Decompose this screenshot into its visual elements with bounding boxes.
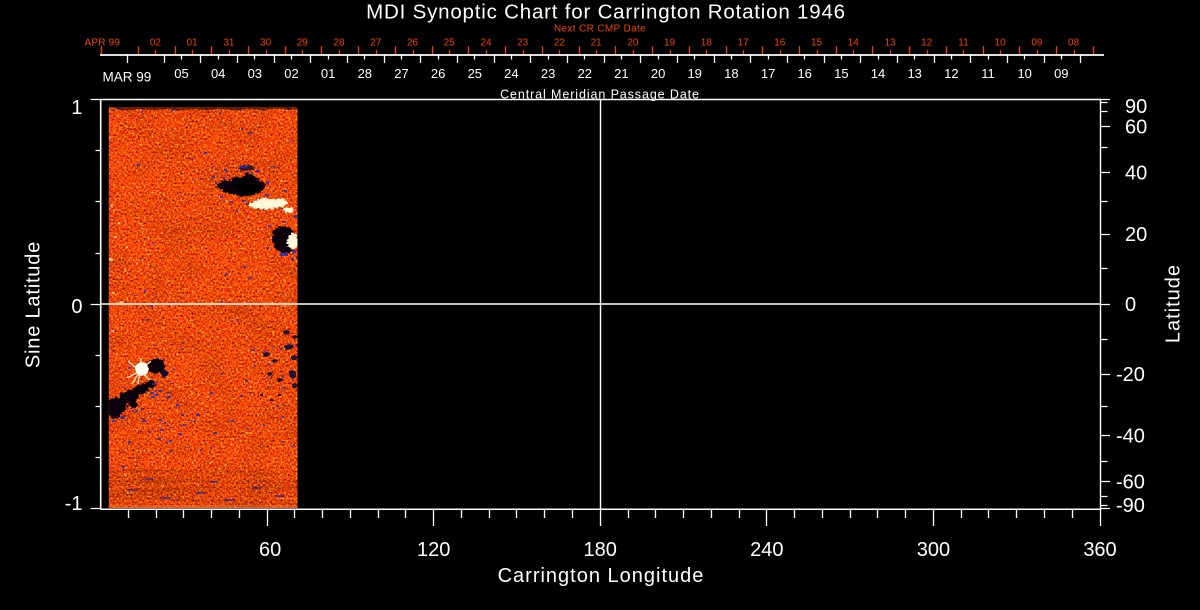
svg-text:26: 26 — [431, 66, 445, 81]
svg-text:09: 09 — [1031, 38, 1043, 49]
svg-text:10: 10 — [1017, 66, 1031, 81]
svg-text:24: 24 — [480, 38, 492, 49]
svg-text:12: 12 — [921, 38, 933, 49]
svg-text:21: 21 — [614, 66, 628, 81]
svg-text:25: 25 — [444, 38, 456, 49]
svg-text:22: 22 — [578, 66, 592, 81]
svg-text:120: 120 — [417, 539, 450, 561]
svg-text:28: 28 — [358, 66, 372, 81]
svg-text:60: 60 — [1125, 117, 1147, 139]
svg-text:27: 27 — [370, 38, 382, 49]
svg-text:04: 04 — [211, 66, 225, 81]
svg-text:10: 10 — [995, 38, 1007, 49]
svg-text:-20: -20 — [1116, 364, 1145, 386]
svg-text:23: 23 — [541, 66, 555, 81]
svg-text:60: 60 — [259, 539, 281, 561]
svg-text:Sine Latitude: Sine Latitude — [23, 241, 45, 368]
svg-text:27: 27 — [394, 66, 408, 81]
svg-text:21: 21 — [591, 38, 603, 49]
svg-text:15: 15 — [834, 66, 848, 81]
svg-text:13: 13 — [907, 66, 921, 81]
svg-text:-40: -40 — [1116, 426, 1145, 448]
svg-text:19: 19 — [687, 66, 701, 81]
svg-text:23: 23 — [517, 38, 529, 49]
svg-text:05: 05 — [174, 66, 188, 81]
svg-text:08: 08 — [1068, 38, 1080, 49]
svg-text:19: 19 — [664, 38, 676, 49]
svg-text:Carrington Longitude: Carrington Longitude — [498, 565, 705, 587]
svg-text:12: 12 — [944, 66, 958, 81]
svg-text:20: 20 — [627, 38, 639, 49]
svg-text:-90: -90 — [1116, 495, 1145, 517]
svg-text:360: 360 — [1083, 539, 1116, 561]
svg-text:24: 24 — [504, 66, 518, 81]
svg-text:11: 11 — [981, 66, 995, 81]
svg-text:0: 0 — [1125, 294, 1136, 316]
svg-text:0: 0 — [71, 296, 82, 318]
svg-text:31: 31 — [223, 38, 235, 49]
svg-text:17: 17 — [738, 38, 750, 49]
svg-text:14: 14 — [848, 38, 860, 49]
svg-text:14: 14 — [871, 66, 885, 81]
svg-text:Next CR CMP Date: Next CR CMP Date — [554, 24, 646, 35]
svg-text:02: 02 — [284, 66, 298, 81]
svg-text:28: 28 — [333, 38, 345, 49]
svg-text:17: 17 — [761, 66, 775, 81]
svg-text:20: 20 — [1125, 224, 1147, 246]
svg-text:20: 20 — [651, 66, 665, 81]
svg-text:22: 22 — [554, 38, 566, 49]
svg-text:01: 01 — [187, 38, 199, 49]
svg-text:15: 15 — [811, 38, 823, 49]
svg-text:01: 01 — [321, 66, 335, 81]
svg-text:11: 11 — [958, 38, 969, 49]
svg-text:180: 180 — [584, 539, 617, 561]
svg-text:Central Meridian Passage Date: Central Meridian Passage Date — [500, 88, 700, 102]
svg-text:18: 18 — [724, 66, 738, 81]
svg-text:Latitude: Latitude — [1163, 264, 1185, 343]
svg-text:30: 30 — [260, 38, 272, 49]
svg-text:26: 26 — [407, 38, 419, 49]
svg-text:240: 240 — [750, 539, 783, 561]
svg-text:MDI Synoptic Chart for Carring: MDI Synoptic Chart for Carrington Rotati… — [366, 1, 846, 24]
svg-text:16: 16 — [797, 66, 811, 81]
svg-text:18: 18 — [701, 38, 713, 49]
svg-text:09: 09 — [1054, 66, 1068, 81]
svg-text:APR 99: APR 99 — [85, 38, 121, 49]
svg-text:02: 02 — [150, 38, 162, 49]
svg-text:40: 40 — [1125, 162, 1147, 184]
svg-text:-60: -60 — [1116, 472, 1145, 494]
svg-text:16: 16 — [774, 38, 786, 49]
svg-text:03: 03 — [248, 66, 262, 81]
svg-text:25: 25 — [468, 66, 482, 81]
svg-text:13: 13 — [884, 38, 896, 49]
svg-text:-1: -1 — [65, 493, 83, 515]
svg-text:29: 29 — [297, 38, 309, 49]
svg-text:1: 1 — [71, 97, 82, 119]
svg-text:300: 300 — [917, 539, 950, 561]
svg-text:MAR 99: MAR 99 — [103, 70, 152, 85]
svg-text:90: 90 — [1125, 96, 1147, 118]
